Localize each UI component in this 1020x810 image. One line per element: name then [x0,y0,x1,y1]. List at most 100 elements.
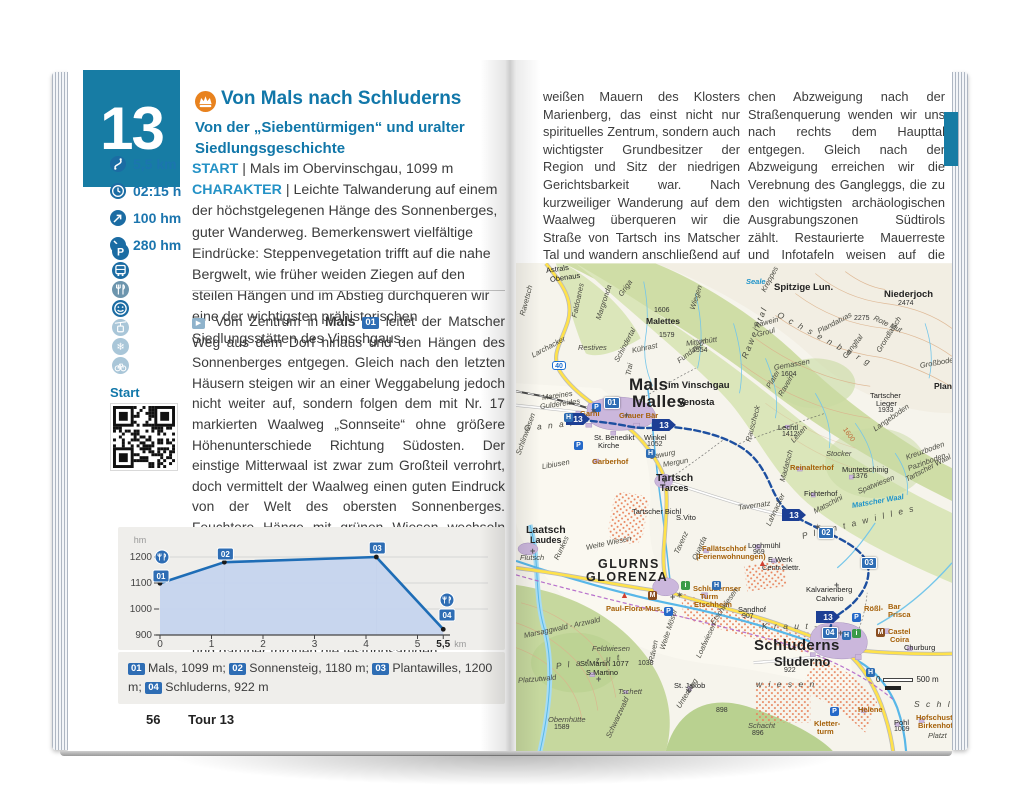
map-label: (Ferienwohnungen) [696,552,766,561]
map-label: Winkel [644,433,667,442]
page-number: 56 [146,712,161,727]
stat-duration: 02:15 h [110,177,181,204]
map-label: S.Martino [586,668,619,677]
svg-text:1: 1 [209,639,215,650]
map-label: im Vinschgau [668,380,730,391]
church-symbol: + [834,580,840,590]
waypoint-badge-inline: 01 [362,316,379,329]
bus-stop-icon: H [646,449,655,458]
map-label: Restives [578,343,607,352]
svg-text:hm: hm [134,535,147,545]
map-label: 922 [784,667,796,674]
start-keyword: START [192,161,239,177]
start-value: Mals im Obervinschgau, 1099 m [249,161,454,177]
svg-text:1200: 1200 [130,552,153,563]
map-label: 1604 [781,371,797,378]
map-label: Platzt [928,731,947,740]
map-label: Garberhof [592,457,629,466]
svg-text:km: km [454,639,466,649]
map-label: Mals [629,375,669,394]
waypoint-marker-02: 02 [818,527,834,539]
tour-subtitle: Von der „Siebentürmigen“ und uralter Sie… [195,119,465,157]
map-label: w i e s e n [756,679,817,689]
map-label: Hofschuster [916,713,952,722]
page-stack-right [952,72,968,750]
map-label: 896 [752,730,764,737]
map-label: Schacht [748,721,776,730]
stat-value: 100 hm [133,209,182,226]
map-label: Tschett [618,687,642,696]
map-label: Reinalterhof [790,463,834,472]
map-label: Schluderns [754,637,840,654]
scale-label: 500 m [916,675,939,684]
church-symbol: + [624,410,630,420]
right-page: weißen Mauern des Klosters Marienberg, d… [510,60,958,752]
route-number-marker: 13 [782,509,806,521]
route-number-marker: 13 [816,611,840,623]
map-label: 1052 [647,441,663,448]
map-label: GLORENZA [586,570,669,584]
map-label: E.Werk [768,555,793,564]
map-label: 898 [716,707,728,714]
map-label: S c h l u [914,699,952,709]
distance-icon [110,155,126,172]
stat-value: 5,5 km [133,155,177,172]
map-label: Stocker [826,449,852,458]
map-label: Churburg [904,643,936,652]
tour-title: Von Mals nach Schluderns [221,88,462,109]
waypoint-badge-inline: 04 [145,681,162,694]
bus-stop-icon: H [842,631,851,640]
scale-zero: 0 [876,675,881,684]
map-label: Muntetschinig [842,465,889,474]
svg-text:04: 04 [443,611,452,620]
separator: | [242,161,246,177]
stat-value: 280 hm [133,236,182,253]
map-label: GLURNS [598,557,660,571]
scale-segment-filled [885,686,901,690]
waypoint-badge-inline: 01 [128,662,145,675]
church-symbol: + [670,592,676,602]
map-label: Planta [934,381,952,391]
chapter-edge-tab [944,112,958,166]
map-label: Venosta [678,397,715,408]
map-label: Paul-Flora-Mus. [606,604,663,613]
map-terrain [516,263,952,752]
waypoint-marker-01: 01 [604,397,620,409]
tour-number: 13 [100,95,165,162]
map-label: 1038 [638,660,654,667]
map-label: Lechtl [778,423,799,432]
map-label: 1412 [782,431,798,438]
parking-icon: P [852,613,861,622]
map-label: Pohl [894,718,910,727]
map-label: Tartscher [870,391,901,400]
map-label: Birkenhof [918,721,952,730]
svg-text:❄: ❄ [116,342,124,353]
waypoint-marker-03: 03 [861,557,877,569]
scale-segment [883,677,914,682]
church-symbol: + [530,546,536,556]
map-label: S.Vito [676,513,696,522]
map-label: Malettes [646,316,681,326]
map-label: Kalvarienberg [806,585,853,594]
map-label: Lochmühl [748,541,781,550]
book-bottom-edge [60,751,952,756]
footer-label: Tour 13 [188,712,235,727]
star-symbol: ✶ [814,522,822,532]
bus-stop-icon: H [712,581,721,590]
map-scale-bar: 0 500 m [876,675,939,690]
map-label: Garni [580,409,600,418]
map-label: Kletter- [814,719,841,728]
map-label: Kirche [598,441,620,450]
book-shadow [40,755,970,797]
map-label: Fallätschhof [702,544,747,553]
info-icon: i [681,581,690,590]
map-label: 1579 [659,332,675,339]
church-symbol: + [662,476,668,486]
svg-text:5,5: 5,5 [436,639,450,650]
map-label: Bar [888,602,901,611]
map-label: Sandhof [738,605,766,614]
topo-map: 0 500 m Astrals Obenaus Ravetsch Faldoanes R… [516,263,952,752]
church-symbol: + [596,674,602,684]
character-keyword: CHARAKTER [192,182,282,199]
duration-icon [110,182,126,199]
